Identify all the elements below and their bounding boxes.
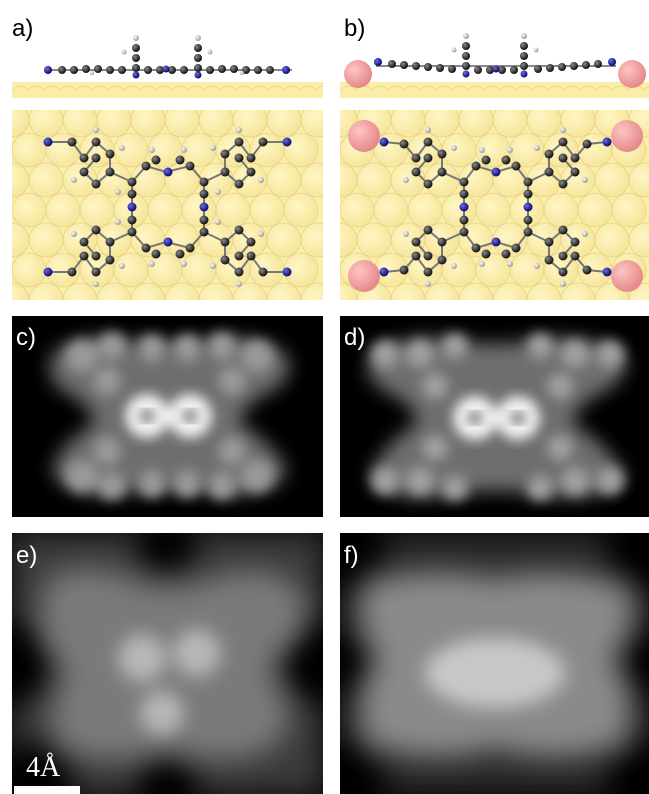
panel-a-top-view xyxy=(12,110,323,300)
panel-b-top-view xyxy=(340,110,649,300)
scalebar-label: 4Å xyxy=(26,752,61,783)
panel-e-afm-image xyxy=(12,533,323,794)
panel-c-afm-image xyxy=(12,316,323,517)
scalebar xyxy=(14,786,80,794)
panel-b-side-view xyxy=(340,28,649,98)
panel-label-e: e) xyxy=(16,542,38,569)
panel-f-afm-image xyxy=(340,533,649,794)
panel-d-afm-image xyxy=(340,316,649,517)
panel-label-f: f) xyxy=(344,542,359,569)
panel-label-b: b) xyxy=(344,15,366,42)
panel-label-c: c) xyxy=(16,324,36,351)
panel-label-a: a) xyxy=(12,15,34,42)
panel-a-side-view xyxy=(12,28,323,98)
panel-label-d: d) xyxy=(344,324,366,351)
